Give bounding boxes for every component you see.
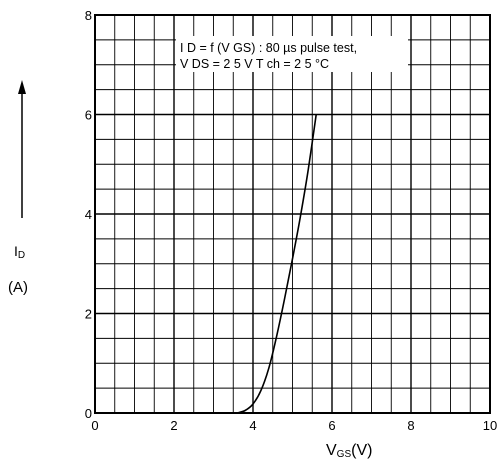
x-axis-label-unit: (V)	[351, 442, 372, 459]
y-axis-label-sub: D	[18, 250, 25, 261]
y-axis-label: ID	[14, 243, 25, 261]
y-tick-label: 8	[85, 8, 92, 23]
annotation-line-1: I D = f (V GS) : 80 µs pulse test,	[180, 41, 357, 55]
x-axis-label-sub: GS	[337, 449, 352, 460]
x-axis-label: VGS(V)	[326, 442, 372, 460]
x-axis-label-main: V	[326, 442, 337, 459]
x-tick-label: 6	[328, 418, 335, 433]
y-axis-unit: (A)	[8, 279, 28, 296]
x-tick-label: 0	[91, 418, 98, 433]
x-tick-label: 8	[407, 418, 414, 433]
x-tick-label: 10	[483, 418, 497, 433]
x-tick-label: 2	[170, 418, 177, 433]
y-axis-label-main: I	[14, 243, 18, 259]
annotation-line-2: V DS = 2 5 V T ch = 2 5 °C	[180, 57, 329, 71]
y-tick-label: 4	[85, 207, 92, 222]
annotation-box: I D = f (V GS) : 80 µs pulse test, V DS …	[176, 36, 408, 72]
y-tick-label: 6	[85, 108, 92, 123]
grid-major	[95, 15, 490, 413]
x-tick-labels: 0 2 4 6 8 10	[91, 418, 497, 433]
y-tick-labels: 0 2 4 6 8	[85, 8, 92, 421]
series-line	[236, 114, 317, 414]
y-tick-label: 0	[85, 406, 92, 421]
x-tick-label: 4	[249, 418, 256, 433]
y-tick-label: 2	[85, 307, 92, 322]
plot-frame	[94, 14, 491, 414]
y-axis-arrow	[18, 80, 26, 218]
